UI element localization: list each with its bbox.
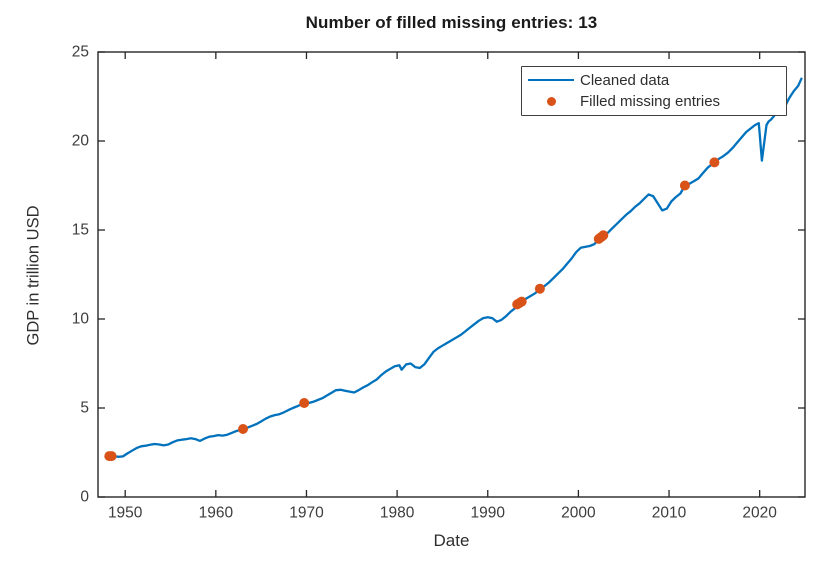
legend: Cleaned data Filled missing entries — [521, 66, 787, 116]
chart-title: Number of filled missing entries: 13 — [305, 13, 598, 32]
filled-missing-entry-marker — [516, 296, 527, 307]
x-tick-label: 2010 — [652, 504, 687, 521]
x-tick-label: 2020 — [742, 504, 777, 521]
legend-swatch — [522, 97, 580, 107]
filled-missing-entry-marker — [679, 180, 690, 191]
legend-dot-sample — [546, 97, 556, 107]
filled-missing-entry-marker — [299, 398, 310, 408]
filled-missing-entry-marker — [534, 283, 545, 294]
axes-box — [97, 51, 806, 498]
y-tick-label: 25 — [72, 44, 89, 61]
filled-missing-entry-marker — [106, 451, 117, 462]
y-tick-label: 10 — [72, 311, 90, 328]
legend-line-sample — [528, 79, 574, 82]
x-tick-label: 1990 — [471, 504, 506, 521]
legend-swatch — [522, 79, 580, 82]
filled-missing-entry-marker — [238, 424, 248, 434]
filled-missing-entry-marker — [598, 230, 609, 241]
filled-missing-entry-marker — [709, 157, 720, 168]
y-tick-label: 15 — [72, 222, 89, 239]
x-axis-label: Date — [433, 531, 470, 550]
legend-entry-filled-missing: Filled missing entries — [522, 91, 786, 112]
x-tick-label: 1980 — [380, 504, 415, 521]
y-tick-label: 5 — [80, 400, 89, 417]
legend-label: Filled missing entries — [580, 93, 721, 111]
cleaned-data-line — [108, 77, 803, 458]
legend-label: Cleaned data — [580, 71, 670, 89]
y-axis-label: GDP in trillion USD — [24, 205, 43, 346]
legend-entry-cleaned-data: Cleaned data — [522, 70, 786, 91]
y-tick-label: 20 — [72, 133, 90, 150]
x-tick-label: 2000 — [561, 504, 596, 521]
y-tick-label: 0 — [80, 489, 89, 506]
x-tick-label: 1960 — [199, 504, 234, 521]
x-tick-label: 1970 — [289, 504, 324, 521]
x-tick-label: 1950 — [108, 504, 143, 521]
